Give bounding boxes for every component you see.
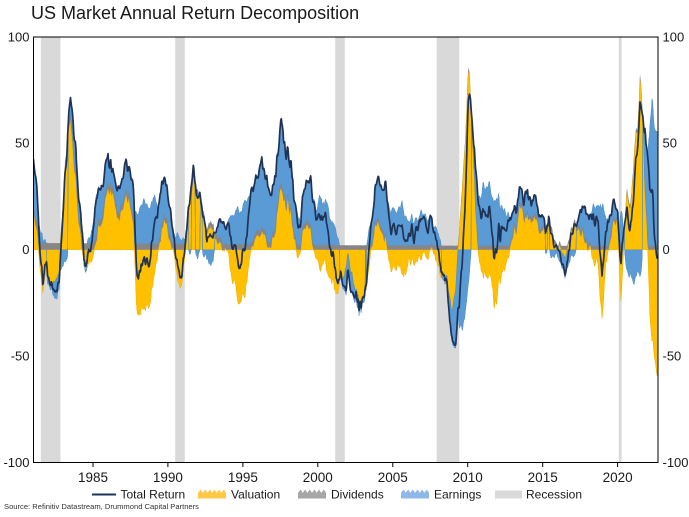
svg-text:Dividends: Dividends	[331, 488, 384, 502]
svg-text:2000: 2000	[303, 470, 333, 485]
svg-text:US Market Annual Return Decomp: US Market Annual Return Decomposition	[31, 3, 359, 23]
svg-text:Earnings: Earnings	[434, 488, 481, 502]
svg-text:Valuation: Valuation	[231, 488, 280, 502]
svg-text:-50: -50	[663, 348, 682, 363]
svg-text:Source: Refinitiv Datastream,: Source: Refinitiv Datastream, Drummond C…	[4, 502, 199, 511]
svg-text:Total Return: Total Return	[121, 488, 186, 502]
svg-text:1995: 1995	[228, 470, 258, 485]
svg-text:2020: 2020	[603, 470, 633, 485]
svg-text:2005: 2005	[378, 470, 408, 485]
svg-text:100: 100	[8, 29, 30, 44]
svg-text:100: 100	[663, 29, 685, 44]
svg-text:-50: -50	[11, 348, 30, 363]
svg-text:2010: 2010	[453, 470, 483, 485]
svg-text:0: 0	[663, 242, 670, 257]
svg-text:1990: 1990	[153, 470, 183, 485]
svg-text:50: 50	[15, 136, 29, 151]
svg-text:0: 0	[22, 242, 29, 257]
svg-text:50: 50	[663, 136, 677, 151]
svg-text:1985: 1985	[78, 470, 108, 485]
svg-text:-100: -100	[3, 455, 29, 470]
svg-text:2015: 2015	[528, 470, 558, 485]
svg-text:-100: -100	[663, 455, 689, 470]
svg-text:Recession: Recession	[526, 488, 582, 502]
